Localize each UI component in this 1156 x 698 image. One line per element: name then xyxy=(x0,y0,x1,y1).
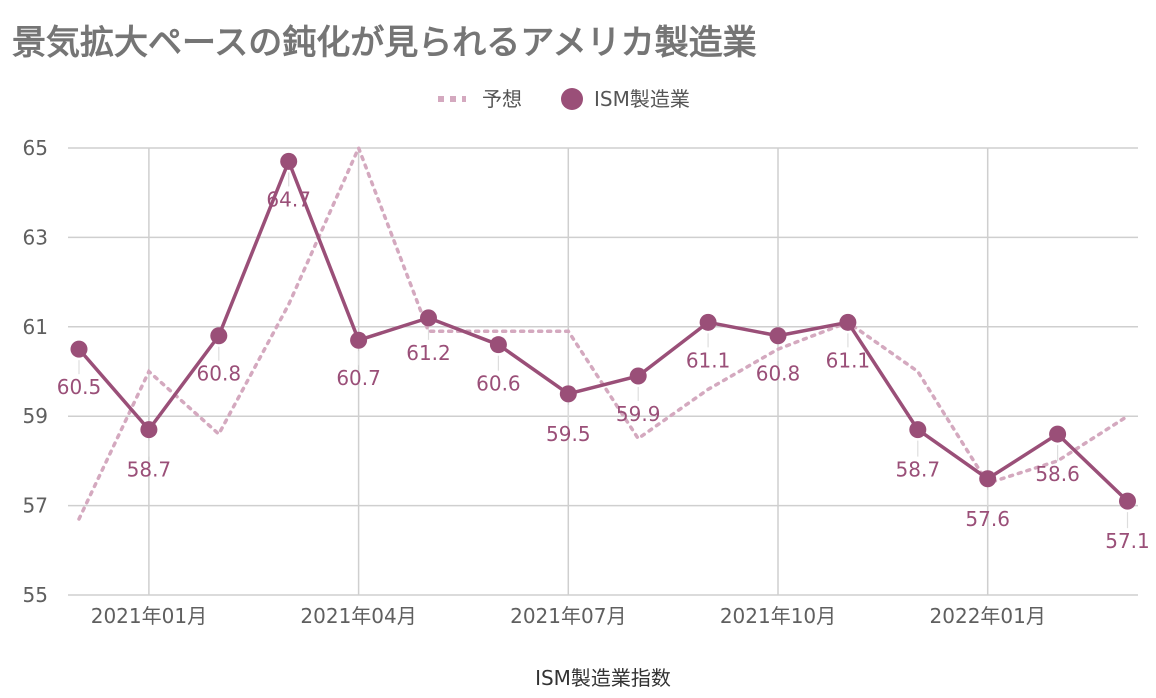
ism-point xyxy=(420,309,437,327)
ism-data-label: 60.8 xyxy=(197,362,242,386)
ism-point xyxy=(140,421,158,439)
x-tick-label: 2022年01月 xyxy=(930,604,1046,628)
y-tick-label: 63 xyxy=(23,225,48,249)
ism-data-label: 61.1 xyxy=(826,348,871,372)
ism-point xyxy=(629,367,647,385)
ism-point xyxy=(489,336,507,354)
data-labels: 60.5 58.7 60.8 64.7 60.7 61.2 60.6 59.5 59.9 61.1… xyxy=(57,187,1150,553)
ism-point xyxy=(350,331,368,349)
grid xyxy=(68,147,1138,596)
x-tick-label: 2021年10月 xyxy=(720,604,836,628)
ism-data-label: 61.2 xyxy=(406,341,451,365)
y-tick-label: 65 xyxy=(23,136,48,160)
ism-point xyxy=(769,327,787,345)
ism-data-label: 57.6 xyxy=(965,507,1010,531)
ism-data-label: 57.1 xyxy=(1105,529,1150,553)
legend-ism-swatch xyxy=(561,88,583,110)
ism-point xyxy=(280,152,298,170)
ism-data-label: 59.9 xyxy=(616,402,661,426)
ism-series xyxy=(70,152,1136,510)
ism-point xyxy=(909,421,927,439)
forecast-series xyxy=(77,143,1130,521)
ism-point xyxy=(699,313,717,331)
ism-point xyxy=(70,340,88,358)
ism-data-label: 60.5 xyxy=(57,375,102,399)
y-tick-label: 59 xyxy=(23,404,48,428)
y-tick-label: 61 xyxy=(23,315,48,339)
ism-data-label: 58.7 xyxy=(127,458,172,482)
legend-forecast-label: 予想 xyxy=(482,87,522,111)
data-label-leaders xyxy=(78,172,1129,529)
ism-data-label: 60.8 xyxy=(756,362,801,386)
ism-point xyxy=(839,313,857,331)
y-axis-ticks: 55 57 59 61 63 65 xyxy=(23,136,48,607)
forecast-line xyxy=(77,143,1130,521)
ism-point xyxy=(1049,425,1067,443)
ism-data-label: 60.7 xyxy=(336,366,381,390)
y-tick-label: 55 xyxy=(23,583,48,607)
x-axis-label: ISM製造業指数 xyxy=(535,666,671,690)
ism-data-label: 59.5 xyxy=(546,422,591,446)
ism-data-label: 60.6 xyxy=(476,372,521,396)
x-axis-ticks: 2021年01月 2021年04月 2021年07月 2021年10月 2022年01月 xyxy=(91,604,1046,628)
legend: 予想 ISM製造業 xyxy=(438,87,690,111)
ism-data-label: 58.7 xyxy=(896,458,941,482)
x-tick-label: 2021年01月 xyxy=(91,604,207,628)
chart-title: 景気拡大ペースの鈍化が見られるアメリカ製造業 xyxy=(12,23,757,63)
y-tick-label: 57 xyxy=(23,494,48,518)
ism-point xyxy=(1119,492,1136,510)
x-tick-label: 2021年04月 xyxy=(300,604,416,628)
x-tick-label: 2021年07月 xyxy=(510,604,626,628)
ism-data-label: 58.6 xyxy=(1035,462,1080,486)
ism-line xyxy=(77,159,1129,503)
ism-data-label: 64.7 xyxy=(266,187,311,211)
legend-ism-label: ISM製造業 xyxy=(594,87,690,111)
ism-data-label: 61.1 xyxy=(686,348,731,372)
ism-point xyxy=(979,470,997,488)
ism-point xyxy=(559,385,577,403)
ism-point xyxy=(210,327,228,345)
